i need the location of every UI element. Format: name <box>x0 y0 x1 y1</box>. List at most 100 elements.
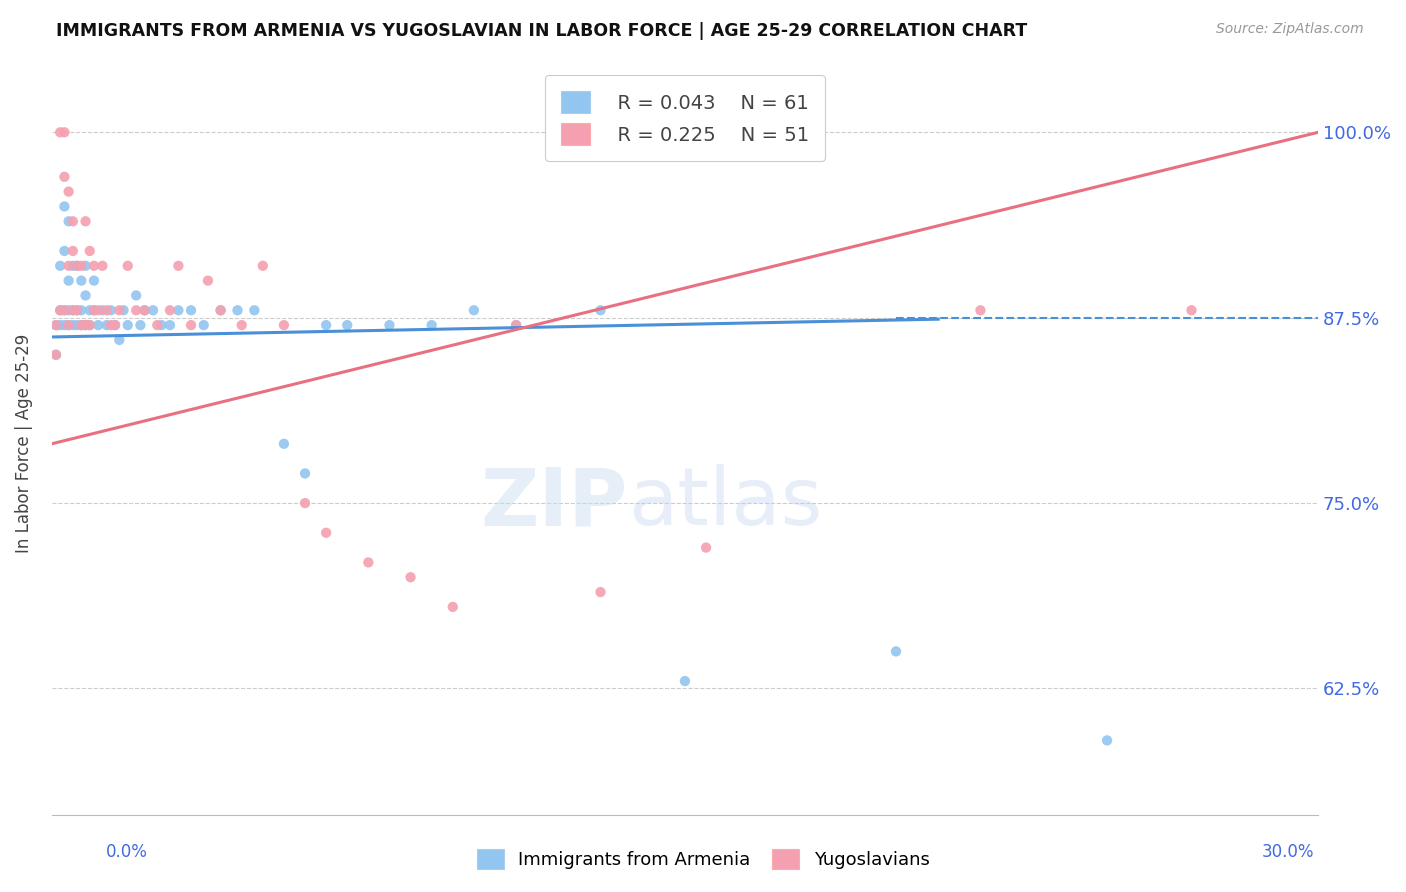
Point <box>53 199 76 213</box>
Point <box>83 274 105 288</box>
Point <box>96 303 118 318</box>
Point <box>83 259 105 273</box>
Point <box>117 318 139 332</box>
Point <box>884 644 907 658</box>
Point <box>58 303 80 318</box>
Point <box>45 318 67 332</box>
Point <box>112 303 135 318</box>
Point <box>62 244 84 258</box>
Point <box>58 274 80 288</box>
Point <box>463 303 485 318</box>
Point <box>79 318 101 332</box>
Point <box>53 303 76 318</box>
Legend:   R = 0.043    N = 61,   R = 0.225    N = 51: R = 0.043 N = 61, R = 0.225 N = 51 <box>546 75 825 161</box>
Point <box>66 318 89 332</box>
Point <box>336 318 359 332</box>
Point <box>357 556 380 570</box>
Point <box>167 303 190 318</box>
Point <box>134 303 156 318</box>
Point <box>294 496 316 510</box>
Point <box>150 318 173 332</box>
Point <box>75 318 97 332</box>
Point <box>378 318 401 332</box>
Point <box>66 259 89 273</box>
Point <box>441 599 464 614</box>
Point <box>58 214 80 228</box>
Point <box>252 259 274 273</box>
Point <box>53 318 76 332</box>
Point <box>58 185 80 199</box>
Y-axis label: In Labor Force | Age 25-29: In Labor Force | Age 25-29 <box>15 334 32 553</box>
Point <box>180 318 202 332</box>
Point <box>53 169 76 184</box>
Point <box>294 467 316 481</box>
Point <box>505 318 527 332</box>
Point <box>49 303 72 318</box>
Point <box>70 274 93 288</box>
Point <box>45 348 67 362</box>
Point <box>673 674 696 689</box>
Point <box>969 303 991 318</box>
Point <box>79 318 101 332</box>
Text: Source: ZipAtlas.com: Source: ZipAtlas.com <box>1216 22 1364 37</box>
Point <box>108 303 131 318</box>
Point <box>53 244 76 258</box>
Point <box>75 259 97 273</box>
Point <box>273 436 295 450</box>
Point <box>91 303 114 318</box>
Point <box>70 318 93 332</box>
Point <box>70 303 93 318</box>
Point <box>75 214 97 228</box>
Point <box>231 318 253 332</box>
Point <box>315 318 337 332</box>
Point <box>58 318 80 332</box>
Point <box>75 288 97 302</box>
Point <box>53 303 76 318</box>
Legend: Immigrants from Armenia, Yugoslavians: Immigrants from Armenia, Yugoslavians <box>468 839 938 879</box>
Point <box>159 318 181 332</box>
Point <box>167 259 190 273</box>
Point <box>79 303 101 318</box>
Point <box>70 259 93 273</box>
Point <box>45 318 67 332</box>
Point <box>420 318 443 332</box>
Text: 30.0%: 30.0% <box>1263 843 1315 861</box>
Point <box>193 318 215 332</box>
Point <box>70 318 93 332</box>
Point <box>505 318 527 332</box>
Point <box>87 303 110 318</box>
Point <box>91 259 114 273</box>
Point <box>129 318 152 332</box>
Point <box>49 125 72 139</box>
Point <box>142 303 165 318</box>
Point <box>62 259 84 273</box>
Point <box>159 303 181 318</box>
Point <box>695 541 717 555</box>
Text: atlas: atlas <box>628 464 823 542</box>
Point <box>209 303 232 318</box>
Point <box>62 318 84 332</box>
Point <box>49 318 72 332</box>
Point <box>273 318 295 332</box>
Point <box>399 570 422 584</box>
Text: 0.0%: 0.0% <box>105 843 148 861</box>
Point <box>180 303 202 318</box>
Point <box>209 303 232 318</box>
Point <box>62 303 84 318</box>
Point <box>49 259 72 273</box>
Point <box>315 525 337 540</box>
Point <box>146 318 169 332</box>
Point <box>58 318 80 332</box>
Point <box>83 303 105 318</box>
Point <box>96 318 118 332</box>
Point <box>87 318 110 332</box>
Point <box>1180 303 1202 318</box>
Point <box>589 585 612 599</box>
Point <box>197 274 219 288</box>
Point <box>58 259 80 273</box>
Point <box>83 303 105 318</box>
Point <box>79 244 101 258</box>
Point <box>104 318 127 332</box>
Point <box>62 303 84 318</box>
Point <box>1095 733 1118 747</box>
